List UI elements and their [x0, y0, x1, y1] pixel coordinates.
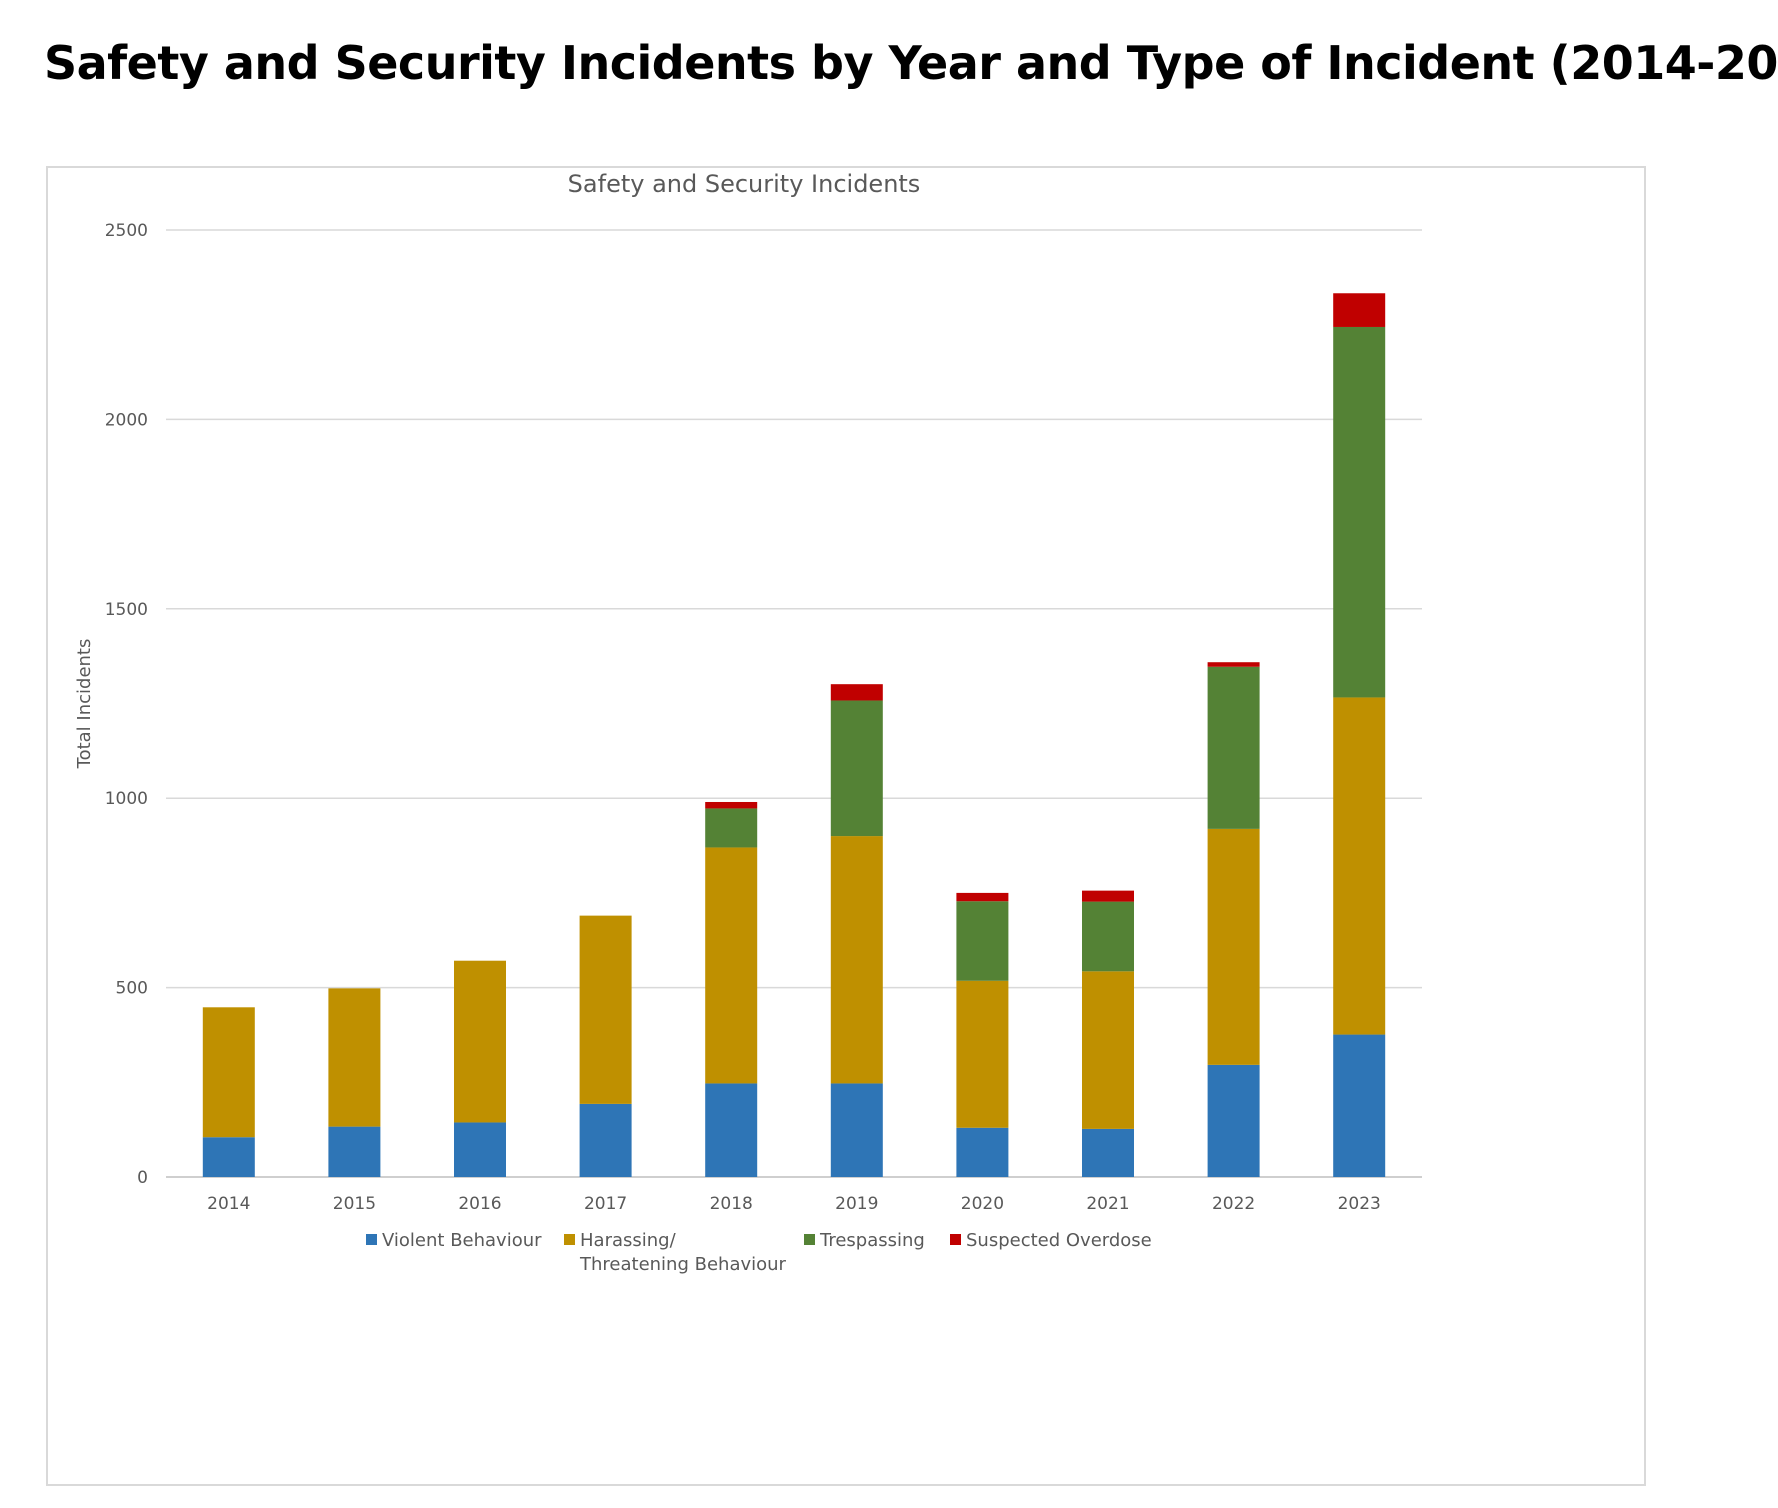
legend-swatch — [564, 1234, 575, 1245]
bar-segment — [830, 836, 883, 1084]
bar-segment — [830, 684, 883, 701]
bar-segment — [830, 1083, 883, 1177]
legend-swatch — [804, 1234, 815, 1245]
y-tick-label: 500 — [116, 979, 148, 999]
legend-label: Trespassing — [819, 1230, 925, 1251]
bar-segment — [956, 901, 1009, 981]
bar-segment — [202, 1007, 255, 1138]
legend-label: Threatening Behaviour — [579, 1254, 787, 1275]
y-axis-label: Total Incidents — [74, 639, 95, 770]
bar-segment — [202, 1137, 255, 1177]
chart-title: Safety and Security Incidents — [568, 170, 921, 198]
x-tick-label: 2023 — [1338, 1194, 1381, 1214]
y-tick-label: 2500 — [105, 221, 148, 241]
y-tick-label: 2000 — [105, 410, 148, 430]
x-tick-label: 2019 — [835, 1194, 878, 1214]
bar-segment — [1082, 901, 1134, 972]
bar-segment — [1333, 326, 1386, 698]
bar-segment — [705, 847, 758, 1084]
x-tick-label: 2021 — [1086, 1194, 1129, 1214]
stacked-bar-chart: Safety and Security Incidents 0 500 1000 150… — [74, 170, 1422, 1275]
bar-segment — [1207, 828, 1260, 1065]
x-tick-label: 2015 — [333, 1194, 376, 1214]
bar-segment — [1207, 662, 1260, 667]
legend-label: Suspected Overdose — [966, 1230, 1152, 1251]
x-tick-label: 2020 — [961, 1194, 1004, 1214]
bar-segment — [956, 892, 1009, 902]
bar-segment — [1333, 697, 1386, 1035]
y-tick-label: 0 — [137, 1168, 148, 1188]
bar-segment — [1333, 1034, 1386, 1177]
bar-segment — [705, 808, 758, 848]
bar-segment — [579, 1103, 632, 1177]
bar-segment — [454, 960, 506, 1123]
x-tick-label: 2017 — [584, 1194, 627, 1214]
y-tick-label: 1000 — [105, 789, 148, 809]
bar-segment — [1333, 293, 1386, 327]
bar-segment — [830, 700, 883, 837]
y-tick-label: 1500 — [105, 600, 148, 620]
bar-segment — [705, 1083, 758, 1177]
x-tick-label: 2016 — [458, 1194, 501, 1214]
bar-segment — [1207, 666, 1260, 829]
bar-segment — [328, 1126, 381, 1177]
x-tick-label: 2022 — [1212, 1194, 1255, 1214]
bar-segment — [579, 915, 632, 1104]
bar-segment — [1082, 1128, 1134, 1177]
page-heading: Safety and Security Incidents by Year an… — [44, 36, 1778, 90]
bar-segment — [1207, 1064, 1260, 1177]
legend-swatch — [950, 1234, 961, 1245]
x-tick-label: 2018 — [710, 1194, 753, 1214]
bar-segment — [454, 1122, 506, 1177]
bar-segment — [956, 980, 1009, 1128]
bar-segment — [1082, 971, 1134, 1129]
chart-frame: Safety and Security Incidents 0 500 1000 150… — [46, 166, 1646, 1486]
bar-segment — [705, 801, 758, 809]
x-tick-label: 2014 — [207, 1194, 250, 1214]
legend-swatch — [366, 1234, 377, 1245]
legend-label: Harassing/ — [580, 1230, 677, 1251]
bar-segment — [1082, 890, 1134, 902]
bar-segment — [328, 988, 381, 1127]
bar-segment — [956, 1127, 1009, 1177]
legend-label: Violent Behaviour — [382, 1230, 542, 1251]
